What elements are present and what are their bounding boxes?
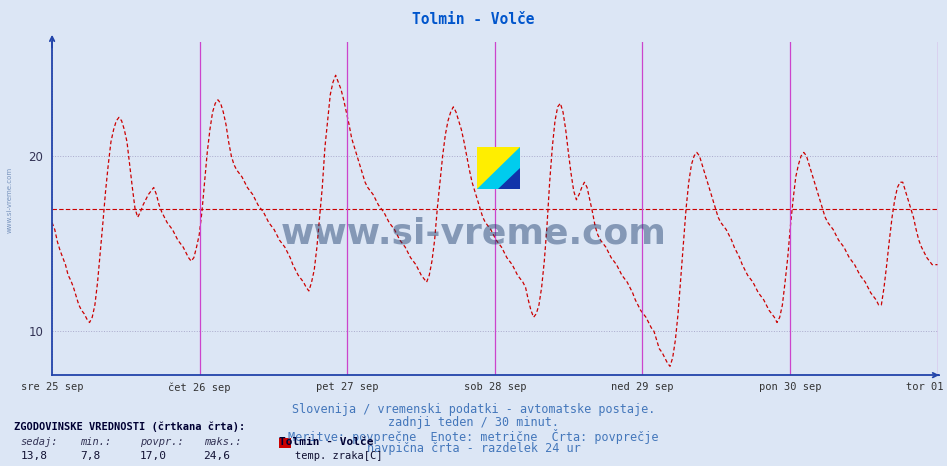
Text: tor 01 okt: tor 01 okt [906, 382, 947, 392]
Text: sob 28 sep: sob 28 sep [464, 382, 526, 392]
Text: sedaj:: sedaj: [21, 437, 59, 446]
Text: temp. zraka[C]: temp. zraka[C] [295, 451, 382, 460]
Text: min.:: min.: [80, 437, 112, 446]
Text: Tolmin - Volče: Tolmin - Volče [279, 437, 374, 446]
Text: Meritve: povprečne  Enote: metrične  Črta: povprečje: Meritve: povprečne Enote: metrične Črta:… [288, 429, 659, 444]
Text: www.si-vreme.com: www.si-vreme.com [7, 167, 12, 233]
Text: Slovenija / vremenski podatki - avtomatske postaje.: Slovenija / vremenski podatki - avtomats… [292, 403, 655, 416]
Polygon shape [477, 147, 520, 189]
Text: 24,6: 24,6 [204, 451, 231, 460]
Text: zadnji teden / 30 minut.: zadnji teden / 30 minut. [388, 416, 559, 429]
Text: pet 27 sep: pet 27 sep [316, 382, 379, 392]
Text: 13,8: 13,8 [21, 451, 48, 460]
Text: maks.:: maks.: [204, 437, 241, 446]
Text: povpr.:: povpr.: [140, 437, 184, 446]
Polygon shape [477, 147, 520, 189]
Text: čet 26 sep: čet 26 sep [169, 382, 231, 393]
Text: Tolmin - Volče: Tolmin - Volče [412, 12, 535, 27]
Text: navpična črta - razdelek 24 ur: navpična črta - razdelek 24 ur [366, 442, 581, 455]
Text: 7,8: 7,8 [80, 451, 100, 460]
Text: pon 30 sep: pon 30 sep [759, 382, 821, 392]
Text: ZGODOVINSKE VREDNOSTI (črtkana črta):: ZGODOVINSKE VREDNOSTI (črtkana črta): [14, 422, 245, 432]
Text: www.si-vreme.com: www.si-vreme.com [280, 216, 667, 250]
Text: sre 25 sep: sre 25 sep [21, 382, 83, 392]
Polygon shape [498, 168, 520, 189]
Text: ned 29 sep: ned 29 sep [611, 382, 673, 392]
Text: 17,0: 17,0 [140, 451, 168, 460]
